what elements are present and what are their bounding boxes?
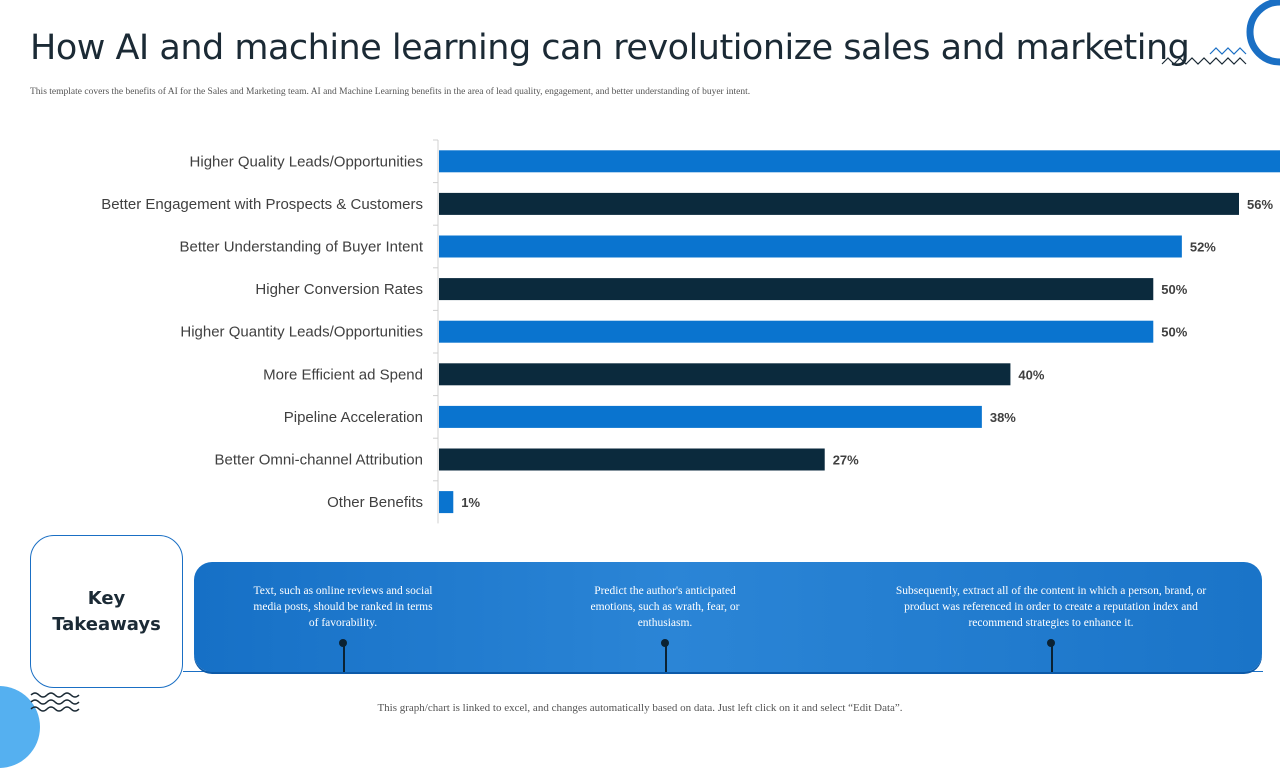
category-label: Better Understanding of Buyer Intent — [180, 239, 424, 256]
value-label: 50% — [1161, 282, 1187, 297]
category-label: Other Benefits — [327, 494, 423, 511]
value-label: 38% — [990, 410, 1016, 425]
value-label: 27% — [833, 453, 859, 468]
category-label: Better Omni-channel Attribution — [215, 452, 423, 469]
bar — [439, 448, 825, 471]
category-label: Higher Quantity Leads/Opportunities — [180, 324, 423, 341]
category-label: Pipeline Acceleration — [284, 409, 423, 426]
bar — [439, 491, 454, 514]
bar — [439, 235, 1182, 258]
pin-stem — [1051, 644, 1053, 672]
value-label: 56% — [1247, 197, 1273, 212]
bar — [439, 278, 1154, 301]
category-label: Higher Quality Leads/Opportunities — [190, 153, 423, 170]
category-label: More Efficient ad Spend — [263, 366, 423, 383]
bar — [439, 363, 1011, 386]
takeaway-item: Text, such as online reviews and social … — [253, 585, 433, 629]
pin-stem — [665, 644, 667, 672]
category-label: Higher Conversion Rates — [255, 281, 423, 298]
pin-stem — [343, 644, 345, 672]
ring-decoration — [1246, 0, 1280, 66]
bar — [439, 405, 982, 428]
value-label: 1% — [461, 495, 480, 510]
takeaway-item: Subsequently, extract all of the content… — [895, 585, 1207, 629]
wave-decoration — [30, 692, 80, 712]
value-label: 52% — [1190, 240, 1216, 255]
category-label: Better Engagement with Prospects & Custo… — [101, 196, 423, 213]
pin-dot — [1047, 639, 1055, 647]
bar — [439, 150, 1280, 173]
takeaways-band — [194, 562, 1262, 672]
footnote: This graph/chart is linked to excel, and… — [377, 702, 903, 714]
bar-chart: Higher Quality Leads/Opportunities67%Bet… — [101, 139, 1280, 524]
key-takeaways-title: Key Takeaways — [52, 587, 161, 635]
value-label: 50% — [1161, 325, 1187, 340]
page-subtitle: This template covers the benefits of AI … — [30, 87, 751, 97]
takeaway-item: Predict the author's anticipated emotion… — [590, 585, 740, 629]
key-takeaways-box: Key Takeaways — [30, 535, 183, 688]
pin-dot — [661, 639, 669, 647]
value-label: 40% — [1018, 367, 1044, 382]
zigzag-decoration — [1161, 47, 1247, 65]
bar — [439, 192, 1239, 215]
pin-dot — [339, 639, 347, 647]
page-title: How AI and machine learning can revoluti… — [30, 28, 1190, 68]
bar — [439, 320, 1154, 343]
